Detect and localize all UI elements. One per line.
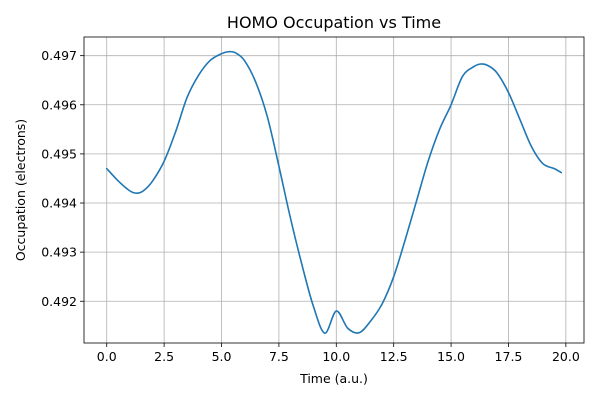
y-tick-label: 0.494 — [41, 196, 77, 211]
x-tick-label: 5.0 — [212, 349, 232, 364]
x-tick-label: 20.0 — [552, 349, 580, 364]
x-axis-ticks: 0.0 2.5 5.0 7.5 10.0 12.5 15.0 17.5 20.0 — [97, 343, 580, 364]
x-axis-label: Time (a.u.) — [299, 371, 368, 386]
x-tick-label: 0.0 — [97, 349, 117, 364]
y-tick-label: 0.495 — [41, 146, 77, 161]
x-tick-label: 15.0 — [437, 349, 465, 364]
occupation-series-line — [105, 50, 563, 334]
y-tick-label: 0.493 — [41, 245, 77, 260]
x-tick-label: 17.5 — [495, 349, 523, 364]
y-axis-ticks: 0.492 0.493 0.494 0.495 0.496 0.497 — [41, 48, 84, 309]
x-tick-label: 7.5 — [269, 349, 289, 364]
y-tick-label: 0.497 — [41, 48, 77, 63]
y-tick-label: 0.492 — [41, 294, 77, 309]
y-axis-label: Occupation (electrons) — [13, 119, 28, 261]
x-tick-label: 10.0 — [322, 349, 350, 364]
plot-frame — [83, 36, 585, 344]
grid-lines — [84, 37, 584, 343]
y-tick-label: 0.496 — [41, 97, 77, 112]
x-tick-label: 12.5 — [380, 349, 408, 364]
chart-title: HOMO Occupation vs Time — [227, 13, 441, 32]
x-tick-label: 2.5 — [154, 349, 174, 364]
